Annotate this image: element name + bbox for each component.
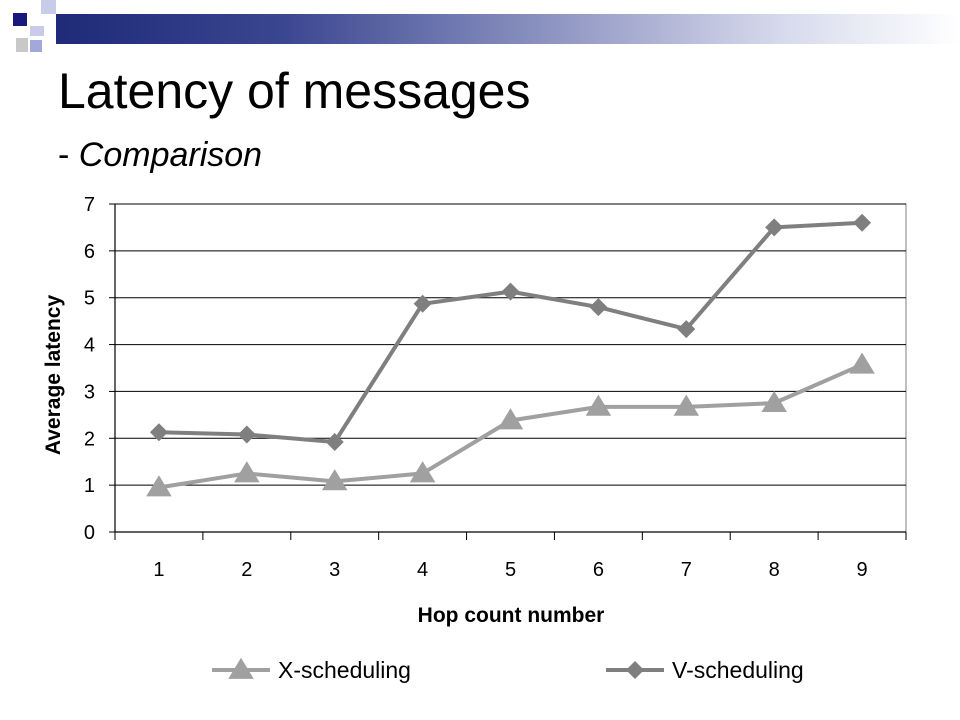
x-tick-label: 3 [329,559,340,581]
y-tick-label: 4 [84,335,95,357]
x-tick-label: 5 [505,559,516,581]
data-point-v-scheduling [765,218,784,237]
x-axis-title: Hop count number [418,604,605,627]
plot-area-border [114,203,907,533]
x-tick-label: 4 [417,559,428,581]
data-point-x-scheduling [409,461,436,483]
y-tick-label: 0 [84,522,95,544]
data-point-x-scheduling [321,469,348,491]
data-point-v-scheduling [413,294,432,313]
legend-marker-v-scheduling [626,661,644,679]
data-point-x-scheduling [585,394,612,416]
legend-label-x-scheduling: X-scheduling [278,657,411,683]
data-point-v-scheduling [325,433,344,452]
y-tick-label: 7 [84,194,95,216]
y-tick-label: 3 [84,381,95,403]
slide-title: Latency of messages [58,63,531,119]
header-gradient-bar [56,14,960,44]
y-tick-label: 5 [84,288,95,310]
legend: X-scheduling V-scheduling [212,657,804,683]
grid-layer [114,203,907,533]
data-point-x-scheduling [146,475,172,497]
decor-square-blue [30,40,42,52]
data-point-x-scheduling [849,352,875,374]
legend-label-v-scheduling: V-scheduling [672,657,804,683]
label-layer: 0 1 2 3 4 5 6 7 1 2 3 4 5 6 7 8 9 [84,194,868,581]
x-tick-label: 6 [593,559,604,581]
x-tick-label: 9 [856,559,867,581]
decor-square-lavender [41,0,56,14]
data-point-x-scheduling [673,394,700,416]
data-point-x-scheduling [497,408,524,430]
data-point-v-scheduling [501,282,520,301]
legend-marker-x-scheduling [228,657,254,679]
subtitle-prefix: - [58,136,79,174]
decor-square-lavender-small [30,26,44,36]
data-point-v-scheduling [237,425,256,444]
data-point-x-scheduling [234,461,260,483]
y-tick-label: 6 [84,241,95,263]
y-axis-title: Average latency [42,295,65,456]
axis-layer [109,203,907,540]
x-tick-label: 1 [153,559,164,581]
x-tick-label: 8 [769,559,780,581]
data-point-v-scheduling [853,213,872,232]
data-point-v-scheduling [149,423,168,442]
decor-square-navy [13,13,27,26]
series-layer [146,213,875,497]
x-tick-label: 2 [241,559,252,581]
data-point-v-scheduling [677,320,696,339]
x-tick-label: 7 [681,559,692,581]
y-tick-label: 2 [84,428,95,450]
slide-subtitle: - Comparison [58,138,262,172]
data-point-x-scheduling [761,390,787,413]
subtitle-emphasis: Comparison [78,136,263,174]
data-point-v-scheduling [589,298,608,317]
decor-square-gray [16,38,28,52]
y-tick-label: 1 [84,475,95,497]
